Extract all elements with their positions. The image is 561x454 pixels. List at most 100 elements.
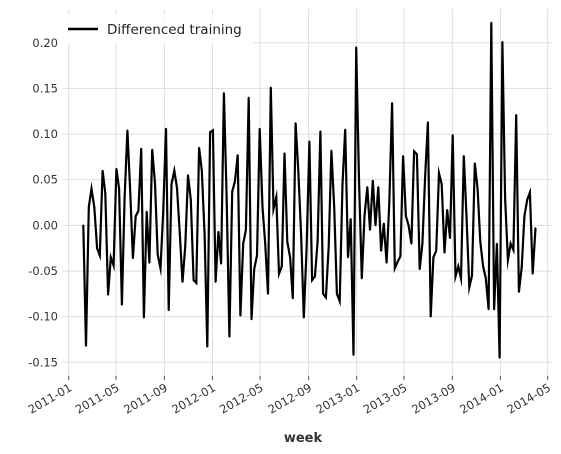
data-point xyxy=(313,275,316,278)
data-point xyxy=(214,281,217,283)
legend-label: Differenced training xyxy=(107,22,242,38)
y-tick-label: -0.05 xyxy=(28,264,58,278)
data-point xyxy=(432,256,435,259)
data-point xyxy=(360,277,363,280)
data-point xyxy=(289,256,291,259)
data-point xyxy=(123,197,126,199)
data-point xyxy=(443,251,446,254)
data-point xyxy=(294,122,297,125)
data-point xyxy=(297,169,300,172)
data-point xyxy=(344,128,347,131)
x-tick-label: 2011-05 xyxy=(73,380,122,416)
data-point xyxy=(107,293,109,296)
data-point xyxy=(322,292,325,295)
data-point xyxy=(531,272,534,275)
data-point xyxy=(291,297,294,300)
data-point xyxy=(460,277,462,280)
data-point xyxy=(319,130,322,133)
data-point xyxy=(112,264,115,267)
data-point xyxy=(380,250,382,252)
data-point xyxy=(333,206,336,209)
data-point xyxy=(228,335,231,338)
data-point xyxy=(512,249,515,251)
data-point xyxy=(330,149,333,152)
data-point xyxy=(198,146,200,149)
data-point xyxy=(506,259,509,261)
data-point xyxy=(407,224,410,227)
y-tick-label: 0.00 xyxy=(32,218,58,232)
data-point xyxy=(184,244,187,247)
data-point xyxy=(247,96,250,99)
x-tick-label: 2012-05 xyxy=(217,380,266,416)
data-point xyxy=(195,281,198,284)
data-point xyxy=(159,267,162,270)
data-point xyxy=(349,218,352,220)
data-point xyxy=(388,201,391,204)
data-point xyxy=(286,240,289,243)
data-point xyxy=(203,233,206,236)
data-point xyxy=(454,275,457,278)
data-point xyxy=(120,303,123,306)
data-point xyxy=(85,344,87,347)
data-point xyxy=(421,242,424,245)
data-point xyxy=(176,187,178,189)
data-point xyxy=(302,316,305,319)
data-point xyxy=(280,265,283,268)
data-point xyxy=(239,314,242,317)
data-point xyxy=(140,147,143,150)
data-point xyxy=(369,229,371,231)
data-point xyxy=(156,253,159,256)
data-point xyxy=(129,187,132,190)
data-point xyxy=(264,242,267,245)
legend: Differenced training xyxy=(58,14,254,44)
x-tick-label: 2014-01 xyxy=(457,380,506,416)
data-point xyxy=(234,180,236,183)
data-point xyxy=(148,261,151,264)
data-point xyxy=(236,154,239,156)
data-point xyxy=(311,279,314,282)
data-point xyxy=(256,254,258,257)
y-tick-label: -0.10 xyxy=(28,310,58,324)
data-point xyxy=(253,268,256,271)
data-point xyxy=(446,208,449,211)
data-point xyxy=(487,308,490,311)
data-point xyxy=(374,224,377,227)
data-point xyxy=(109,256,112,259)
x-tick-label: 2012-01 xyxy=(169,380,218,416)
data-point xyxy=(93,206,96,209)
data-point xyxy=(457,265,460,268)
data-point xyxy=(162,210,165,213)
data-point xyxy=(87,206,90,209)
data-point xyxy=(429,315,432,318)
data-point xyxy=(471,274,473,277)
data-point xyxy=(283,152,286,155)
data-point xyxy=(189,198,192,201)
data-point xyxy=(278,272,280,275)
data-point xyxy=(187,174,189,177)
data-point xyxy=(518,291,520,293)
data-point xyxy=(132,257,134,260)
data-point xyxy=(482,265,484,268)
data-point xyxy=(377,186,380,188)
y-axis: -0.15 -0.10 -0.05 0.00 0.05 0.10 0.15 0.20 xyxy=(28,36,58,370)
data-point xyxy=(200,169,203,172)
x-tick-label: 2011-09 xyxy=(121,380,170,416)
data-point xyxy=(90,187,93,190)
x-tick-label: 2012-09 xyxy=(265,380,314,416)
data-point xyxy=(473,162,476,165)
data-point xyxy=(217,230,220,233)
data-point xyxy=(98,254,101,257)
data-point xyxy=(225,195,228,198)
data-point xyxy=(529,191,531,194)
series-layer xyxy=(82,21,537,359)
data-point xyxy=(413,150,416,153)
data-point xyxy=(462,155,465,157)
data-point xyxy=(355,46,358,49)
data-point xyxy=(96,247,98,250)
data-point xyxy=(165,127,167,130)
data-point xyxy=(451,134,454,136)
data-point xyxy=(415,153,418,156)
